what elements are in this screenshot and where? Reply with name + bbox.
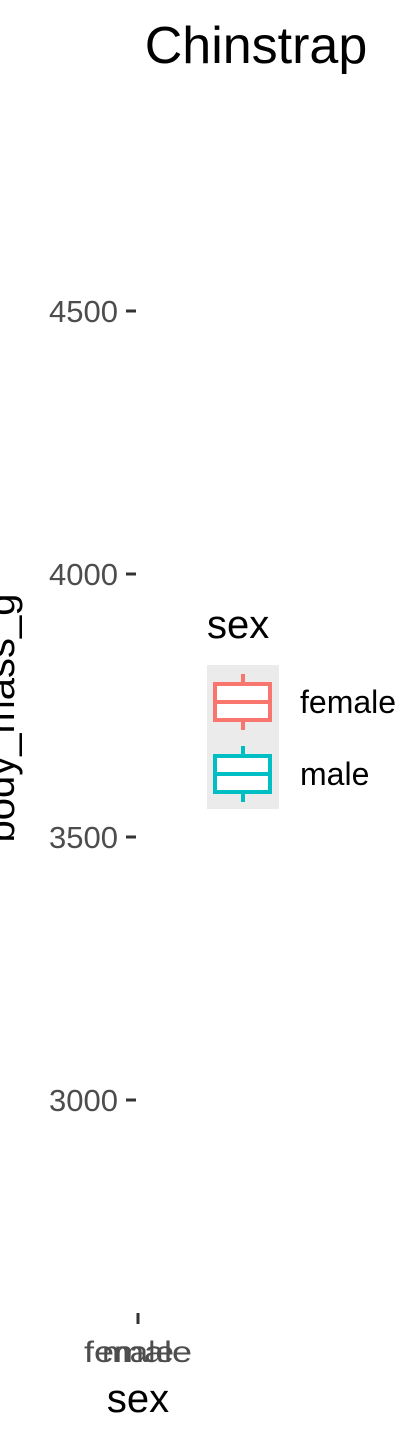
legend-label: female bbox=[300, 684, 396, 720]
legend-title: sex bbox=[207, 603, 269, 647]
chart-title: Chinstrap bbox=[145, 17, 368, 75]
legend: sex female male bbox=[207, 603, 396, 809]
y-axis-title: body_mass_g bbox=[0, 593, 23, 842]
legend-entry-female: female bbox=[213, 674, 396, 730]
y-tick-label: 3000 bbox=[49, 1083, 118, 1118]
y-axis: 3000 3500 4000 4500 bbox=[49, 294, 136, 1118]
y-tick-label: 4500 bbox=[49, 294, 118, 329]
y-tick-label: 4000 bbox=[49, 557, 118, 592]
legend-entry-male: male bbox=[213, 746, 369, 802]
x-axis-title: sex bbox=[107, 1377, 169, 1421]
x-tick-label: female bbox=[84, 1336, 192, 1369]
y-tick-label: 3500 bbox=[49, 820, 118, 855]
legend-label: male bbox=[300, 756, 369, 792]
x-tick-label: male bbox=[102, 1336, 174, 1369]
